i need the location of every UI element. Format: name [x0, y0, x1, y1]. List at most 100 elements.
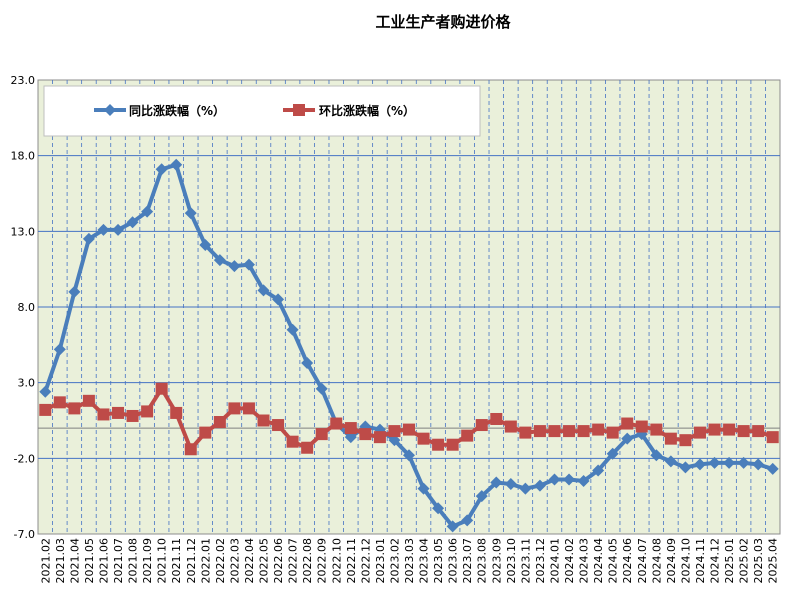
data-point — [315, 382, 328, 395]
x-tick-label: 2023.08 — [476, 538, 489, 584]
data-point — [621, 432, 634, 445]
data-point — [82, 232, 95, 245]
data-point — [752, 458, 765, 471]
legend-marker-square — [293, 104, 305, 116]
data-point — [170, 158, 183, 171]
data-point — [446, 438, 459, 451]
data-point — [737, 425, 750, 438]
data-point — [592, 423, 605, 436]
data-point — [664, 455, 677, 468]
data-point — [679, 461, 692, 474]
x-tick-label: 2023.06 — [447, 538, 460, 584]
x-tick-label: 2022.07 — [287, 538, 300, 584]
data-point — [519, 426, 532, 439]
data-point — [490, 412, 503, 425]
x-tick-label: 2021.09 — [141, 538, 154, 584]
y-tick-label: 3.0 — [18, 377, 36, 390]
data-point — [403, 449, 415, 462]
x-tick-label: 2024.08 — [650, 538, 663, 584]
x-tick-label: 2024.05 — [607, 538, 620, 584]
data-point — [563, 425, 576, 438]
y-axis: 23.0 18.0 13.0 8.0 3.0 -2.0 -7.0 — [11, 74, 36, 541]
data-point — [504, 478, 517, 491]
x-tick-label: 2025.03 — [752, 538, 765, 584]
data-point — [272, 419, 285, 432]
data-point — [621, 417, 634, 430]
series-1 — [39, 382, 779, 456]
x-tick-label: 2024.04 — [592, 538, 605, 584]
data-point — [635, 420, 648, 433]
data-point — [679, 434, 692, 447]
data-point — [693, 426, 706, 439]
data-point — [446, 520, 459, 533]
data-point — [373, 431, 386, 444]
data-point — [461, 514, 474, 527]
data-point — [723, 456, 736, 469]
x-tick-label: 2022.02 — [214, 538, 227, 584]
data-point — [708, 456, 721, 469]
x-tick-label: 2022.10 — [330, 538, 343, 584]
y-tick-label: 23.0 — [11, 74, 36, 87]
x-tick-label: 2023.07 — [461, 538, 474, 584]
data-point — [184, 443, 197, 456]
data-point — [301, 441, 314, 454]
chart-title: 工业生产者购进价格 — [375, 13, 511, 31]
x-tick-label: 2022.04 — [243, 538, 256, 584]
data-point — [650, 449, 663, 462]
data-point — [766, 431, 779, 444]
y-tick-label: 18.0 — [11, 150, 36, 163]
x-tick-label: 2023.02 — [388, 538, 401, 584]
x-tick-label: 2021.07 — [112, 538, 125, 584]
data-point — [257, 284, 270, 297]
data-point — [286, 435, 299, 448]
y-tick-label: -2.0 — [14, 452, 35, 465]
x-tick-label: 2022.08 — [301, 538, 314, 584]
data-point — [766, 462, 779, 475]
data-point — [68, 402, 81, 415]
x-tick-label: 2022.12 — [359, 538, 372, 584]
data-point — [563, 473, 576, 486]
legend-item-yoy: 同比涨跌幅（%） — [94, 103, 225, 118]
data-point — [97, 408, 110, 421]
data-point — [257, 414, 270, 427]
data-point — [432, 502, 445, 515]
legend-marker-diamond — [104, 104, 116, 116]
x-tick-label: 2021.02 — [39, 538, 52, 584]
data-point — [112, 406, 125, 419]
legend-item-mom: 环比涨跌幅（%） — [283, 103, 415, 118]
data-point — [199, 238, 212, 251]
data-point — [141, 205, 154, 218]
data-point — [577, 475, 590, 488]
data-point — [213, 416, 226, 429]
x-tick-label: 2022.05 — [258, 538, 271, 584]
data-point — [184, 207, 197, 220]
data-point — [490, 476, 503, 489]
x-tick-label: 2024.02 — [563, 538, 576, 584]
x-tick-label: 2023.04 — [418, 538, 431, 584]
data-point — [664, 432, 677, 445]
data-point — [650, 423, 663, 436]
data-point — [272, 293, 285, 306]
y-tick-label: 8.0 — [18, 301, 36, 314]
x-tick-label: 2024.12 — [709, 538, 722, 584]
data-point — [155, 382, 168, 395]
x-tick-label: 2021.12 — [185, 538, 198, 584]
data-point — [39, 403, 52, 416]
x-tick-label: 2023.12 — [534, 538, 547, 584]
x-tick-label: 2023.01 — [374, 538, 387, 584]
data-point — [141, 405, 154, 418]
x-tick-label: 2025.04 — [767, 538, 780, 584]
data-point — [242, 258, 255, 271]
x-tick-label: 2024.06 — [621, 538, 634, 584]
data-point — [417, 482, 430, 495]
data-point — [301, 356, 314, 369]
data-point — [97, 223, 110, 236]
data-point — [68, 285, 81, 298]
x-tick-label: 2023.11 — [519, 538, 532, 584]
legend-label-yoy: 同比涨跌幅（%） — [129, 103, 225, 118]
data-point — [112, 223, 125, 236]
x-tick-label: 2024.07 — [636, 538, 649, 584]
data-point — [53, 343, 66, 356]
data-point — [170, 406, 183, 419]
